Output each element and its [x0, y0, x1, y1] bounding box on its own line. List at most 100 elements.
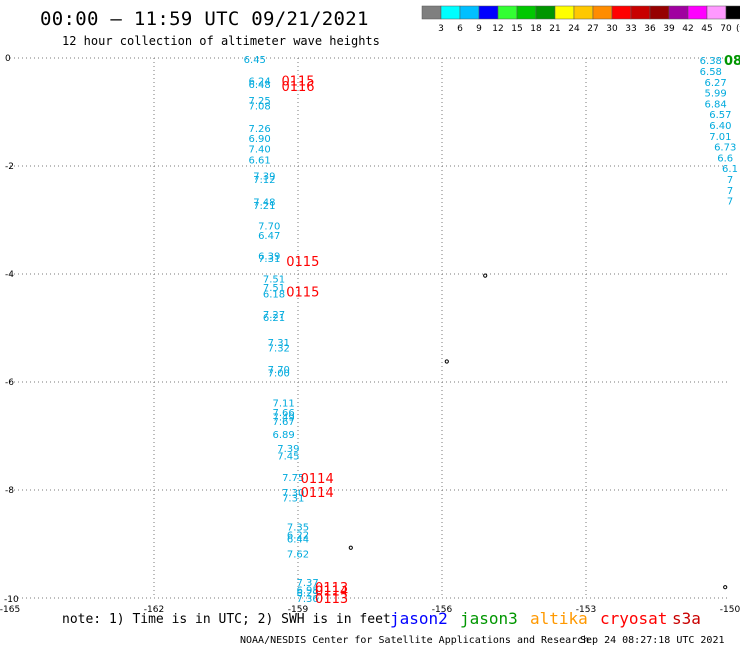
- legend-swatch: [668, 5, 689, 20]
- island-marker: [483, 273, 488, 278]
- swh-observation: 7.39: [277, 444, 299, 455]
- swh-observation: 6.18: [263, 289, 285, 300]
- pass-time-label: 0115: [286, 255, 319, 270]
- swh-observation: 7.45: [277, 451, 299, 462]
- credit-line: NOAA/NESDIS Center for Satellite Applica…: [240, 635, 590, 646]
- lat-tick-label: -6: [5, 378, 14, 388]
- legend-label: 9: [476, 24, 482, 34]
- lon-tick-label: -156: [432, 605, 453, 615]
- pass-time-label: 0116: [281, 80, 314, 95]
- lon-tick-label: -165: [0, 605, 20, 615]
- swh-observation: 6.22: [287, 530, 309, 541]
- legend-swatch: [573, 5, 594, 20]
- swh-observation: 7.48: [253, 198, 275, 209]
- lon-tick-label: -162: [144, 605, 164, 615]
- swh-observation: 7.27: [263, 310, 285, 321]
- swh-observation: 7.21: [253, 201, 275, 212]
- legend-swatch: [421, 5, 442, 20]
- swh-observation: 7.70: [258, 221, 280, 232]
- legend-label: 6: [457, 24, 463, 34]
- footnote: note: 1) Time is in UTC; 2) SWH is in fe…: [62, 612, 391, 627]
- swh-observation: 5.99: [704, 89, 726, 100]
- pass-time-label: 0113: [315, 581, 348, 596]
- swh-observation: 7.70: [268, 365, 290, 376]
- lon-tick-label: -150: [720, 605, 740, 615]
- legend-label: 21: [549, 24, 560, 34]
- swh-observation: 6.6: [717, 153, 733, 164]
- legend-label: 33: [625, 24, 636, 34]
- legend-label: 39: [663, 24, 675, 34]
- island-marker: [348, 545, 353, 550]
- swh-observation: 6.40: [709, 121, 731, 132]
- legend-swatch: [687, 5, 708, 20]
- legend-label: 42: [682, 24, 693, 34]
- swh-observation: 7: [727, 197, 733, 208]
- pass-time-label: 08: [724, 54, 740, 69]
- legend-swatch: [440, 5, 461, 20]
- legend-swatch: [649, 5, 670, 20]
- swh-observation: 7.37: [296, 578, 318, 589]
- swh-observation: 6.44: [287, 535, 309, 546]
- swh-observation: 7.01: [709, 132, 731, 143]
- legend-label: 3: [438, 24, 444, 34]
- legend-swatch: [535, 5, 556, 20]
- swh-observation: 6.39: [258, 252, 280, 263]
- swh-observation: 6.47: [258, 231, 280, 242]
- island-marker: [444, 359, 449, 364]
- swh-observation: 7.31: [258, 254, 280, 265]
- pass-time-label: 0114: [301, 472, 334, 487]
- satellite-jason2: jason2: [390, 609, 448, 628]
- island-marker: [723, 585, 728, 590]
- swh-observation: 7.26: [248, 124, 270, 135]
- swh-observation: 6.48: [248, 80, 270, 91]
- lat-tick-label: -4: [5, 270, 14, 280]
- swh-observation: 7.31: [282, 494, 304, 505]
- swh-observation: 6.73: [714, 143, 736, 154]
- pass-time-label: 0115: [286, 285, 319, 300]
- legend-swatch: [459, 5, 480, 20]
- swh-observation: 7.32: [268, 343, 290, 354]
- map-grid: -165 -162 -159 -156 -153 -150 0 -2 -4 -6 -8 -10: [0, 54, 740, 615]
- legend-swatch: [516, 5, 537, 20]
- swh-observation: 6.38: [700, 56, 722, 67]
- pass-time-label: 0114: [315, 584, 348, 599]
- legend-swatch: [630, 5, 651, 20]
- satellite-altika: altika: [530, 609, 588, 628]
- legend-label: 36: [644, 24, 656, 34]
- legend-label: 45: [701, 24, 712, 34]
- legend-label: 70: [720, 24, 732, 34]
- legend-label: 24: [568, 24, 580, 34]
- swh-observation: 7.62: [287, 550, 309, 561]
- swh-observation: 6.24: [248, 77, 270, 88]
- page-subtitle: 12 hour collection of altimeter wave hei…: [62, 34, 380, 48]
- swh-observation: 7.49: [272, 413, 294, 424]
- pass-time-label: 0115: [281, 75, 314, 90]
- swh-observation: 6.58: [700, 67, 722, 78]
- swh-observation: 7.40: [248, 145, 270, 156]
- legend-label: 15: [511, 24, 522, 34]
- swh-observation: 7.00: [268, 368, 290, 379]
- swh-observation: 6.45: [244, 55, 266, 66]
- generated-timestamp: Sep 24 08:27:18 UTC 2021: [580, 635, 725, 646]
- swh-observation: 6.84: [704, 99, 726, 110]
- satellite-s3a: s3a: [672, 609, 701, 628]
- swh-observation: 6.1: [722, 164, 738, 175]
- satellite-jason3: jason3: [460, 609, 518, 628]
- swh-observation: 7.11: [272, 399, 294, 410]
- legend-unit: (ft): [736, 24, 740, 34]
- swh-observation: 6.61: [248, 156, 270, 167]
- swh-observation: 6.89: [272, 430, 294, 441]
- pass-time-label: 0113: [315, 592, 348, 607]
- swh-observation: 7.25: [248, 96, 270, 107]
- swh-observation: 7.36: [296, 594, 318, 605]
- swh-observation: 7.51: [263, 274, 285, 285]
- swh-observation: 6.57: [709, 110, 731, 121]
- legend-swatch: [706, 5, 727, 20]
- satellite-cryosat: cryosat: [600, 609, 668, 628]
- lat-tick-label: -10: [4, 595, 19, 605]
- swh-observation: 7: [727, 186, 733, 197]
- legend-label: 30: [606, 24, 618, 34]
- lon-tick-label: -153: [576, 605, 596, 615]
